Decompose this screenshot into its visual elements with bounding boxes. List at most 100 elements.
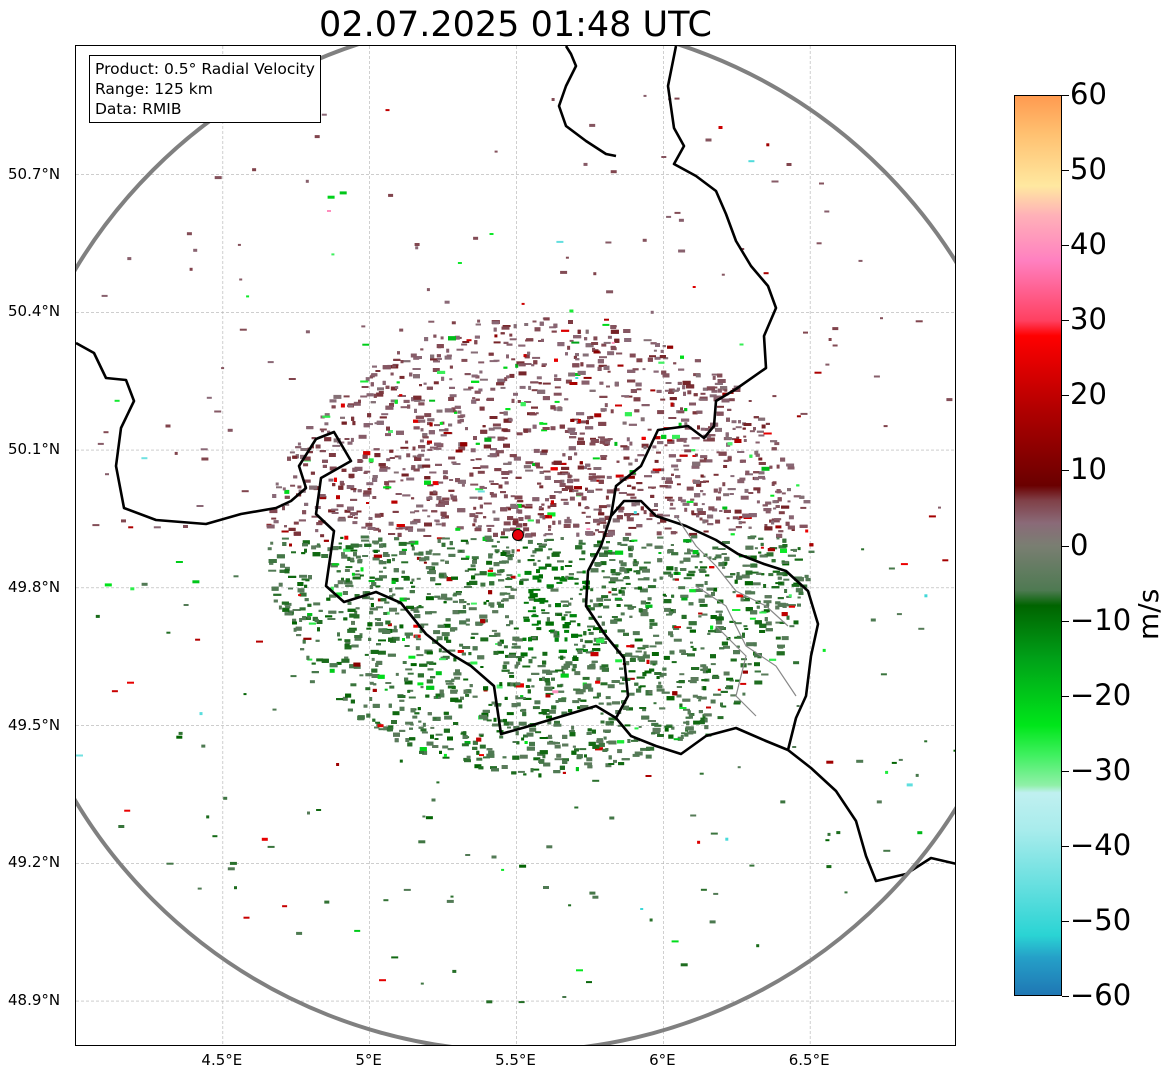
echo-cell <box>419 439 424 443</box>
echo-cell <box>372 688 377 692</box>
echo-cell <box>353 552 357 557</box>
echo-cell <box>324 437 332 442</box>
echo-cell <box>503 366 508 369</box>
echo-cell <box>341 552 345 557</box>
echo-cell <box>655 641 663 645</box>
echo-cell <box>391 720 397 724</box>
echo-cell <box>706 706 711 709</box>
echo-cell <box>597 436 605 439</box>
echo-cell <box>518 371 527 376</box>
echo-cell <box>671 473 674 476</box>
echo-cell <box>416 504 424 508</box>
echo-cell <box>668 611 673 615</box>
echo-cell <box>371 373 378 377</box>
echo-cell <box>593 350 600 354</box>
echo-cell <box>500 592 508 595</box>
echo-cell <box>537 665 546 668</box>
echo-cell <box>789 625 795 628</box>
echo-cell <box>787 466 795 470</box>
echo-cell <box>723 465 728 468</box>
echo-cell <box>721 641 728 646</box>
echo-cell <box>567 576 574 580</box>
echo-cell <box>379 466 388 469</box>
echo-cell <box>607 684 615 689</box>
echo-cell <box>641 443 649 448</box>
echo-cell <box>410 663 417 667</box>
echo-cell <box>488 750 495 755</box>
echo-cell <box>315 639 320 642</box>
echo-cell <box>543 317 550 321</box>
echo-cell <box>500 332 505 335</box>
echo-cell <box>578 539 583 544</box>
echo-cell <box>676 458 682 462</box>
echo-cell <box>596 523 600 526</box>
echo-cell <box>495 551 499 554</box>
echo-cell <box>520 695 524 699</box>
echo-cell <box>538 382 542 385</box>
radar-map[interactable] <box>75 45 956 1046</box>
echo-cell <box>704 725 709 730</box>
echo-cell <box>508 721 514 726</box>
echo-cell <box>572 745 576 748</box>
echo-cell <box>476 750 480 755</box>
echo-cell <box>647 428 652 431</box>
echo-cell <box>787 488 791 492</box>
echo-cell <box>660 398 666 401</box>
echo-cell <box>494 549 500 553</box>
echo-cell <box>418 399 425 402</box>
echo-cell <box>442 756 450 759</box>
echo-cell <box>743 517 752 519</box>
echo-cell <box>619 682 625 685</box>
echo-cell <box>518 517 524 521</box>
echo-cell <box>441 515 449 519</box>
echo-cell <box>424 476 431 480</box>
echo-cell <box>720 702 723 707</box>
echo-cell <box>799 524 808 528</box>
echo-cell <box>383 566 387 569</box>
echo-cell <box>619 560 624 564</box>
echo-cell <box>768 573 774 577</box>
echo-cell <box>667 549 674 553</box>
echo-cell <box>427 440 432 444</box>
echo-cell <box>734 622 742 625</box>
echo-cell <box>507 557 513 561</box>
echo-cell <box>625 532 632 536</box>
echo-cell <box>451 410 457 413</box>
echo-cell <box>338 516 346 519</box>
echo-cell <box>543 566 547 569</box>
echo-cell <box>565 379 572 384</box>
echo-cell <box>571 633 579 638</box>
echo-cell <box>493 327 497 332</box>
echo-cell <box>691 667 700 670</box>
echo-cell <box>341 577 344 582</box>
echo-cell <box>586 515 591 518</box>
echo-cell <box>476 757 483 761</box>
echo-cell <box>523 773 527 776</box>
echo-cell <box>338 542 342 545</box>
echo-cell <box>709 394 717 398</box>
echo-cell <box>461 557 469 560</box>
echo-cell <box>566 516 570 521</box>
echo-cell <box>799 495 805 499</box>
echo-cell <box>531 364 535 367</box>
echo-cell <box>343 548 351 552</box>
echo-cell <box>538 543 547 546</box>
echo-cell <box>318 609 323 612</box>
echo-cell <box>442 497 450 501</box>
echo-cell <box>739 459 743 463</box>
echo-cell <box>615 550 624 555</box>
echo-cell <box>651 731 660 734</box>
echo-cell <box>423 535 432 537</box>
echo-cell <box>438 696 441 699</box>
echo-cell <box>626 569 630 574</box>
echo-cell <box>524 363 532 365</box>
echo-cell <box>377 598 383 602</box>
echo-cell <box>600 455 608 457</box>
echo-cell <box>576 571 585 574</box>
echo-cell <box>449 479 454 481</box>
echo-cell <box>749 454 753 458</box>
echo-cell <box>592 627 600 631</box>
echo-cell <box>406 453 411 458</box>
echo-cell <box>299 574 308 578</box>
echo-cell <box>311 662 316 665</box>
